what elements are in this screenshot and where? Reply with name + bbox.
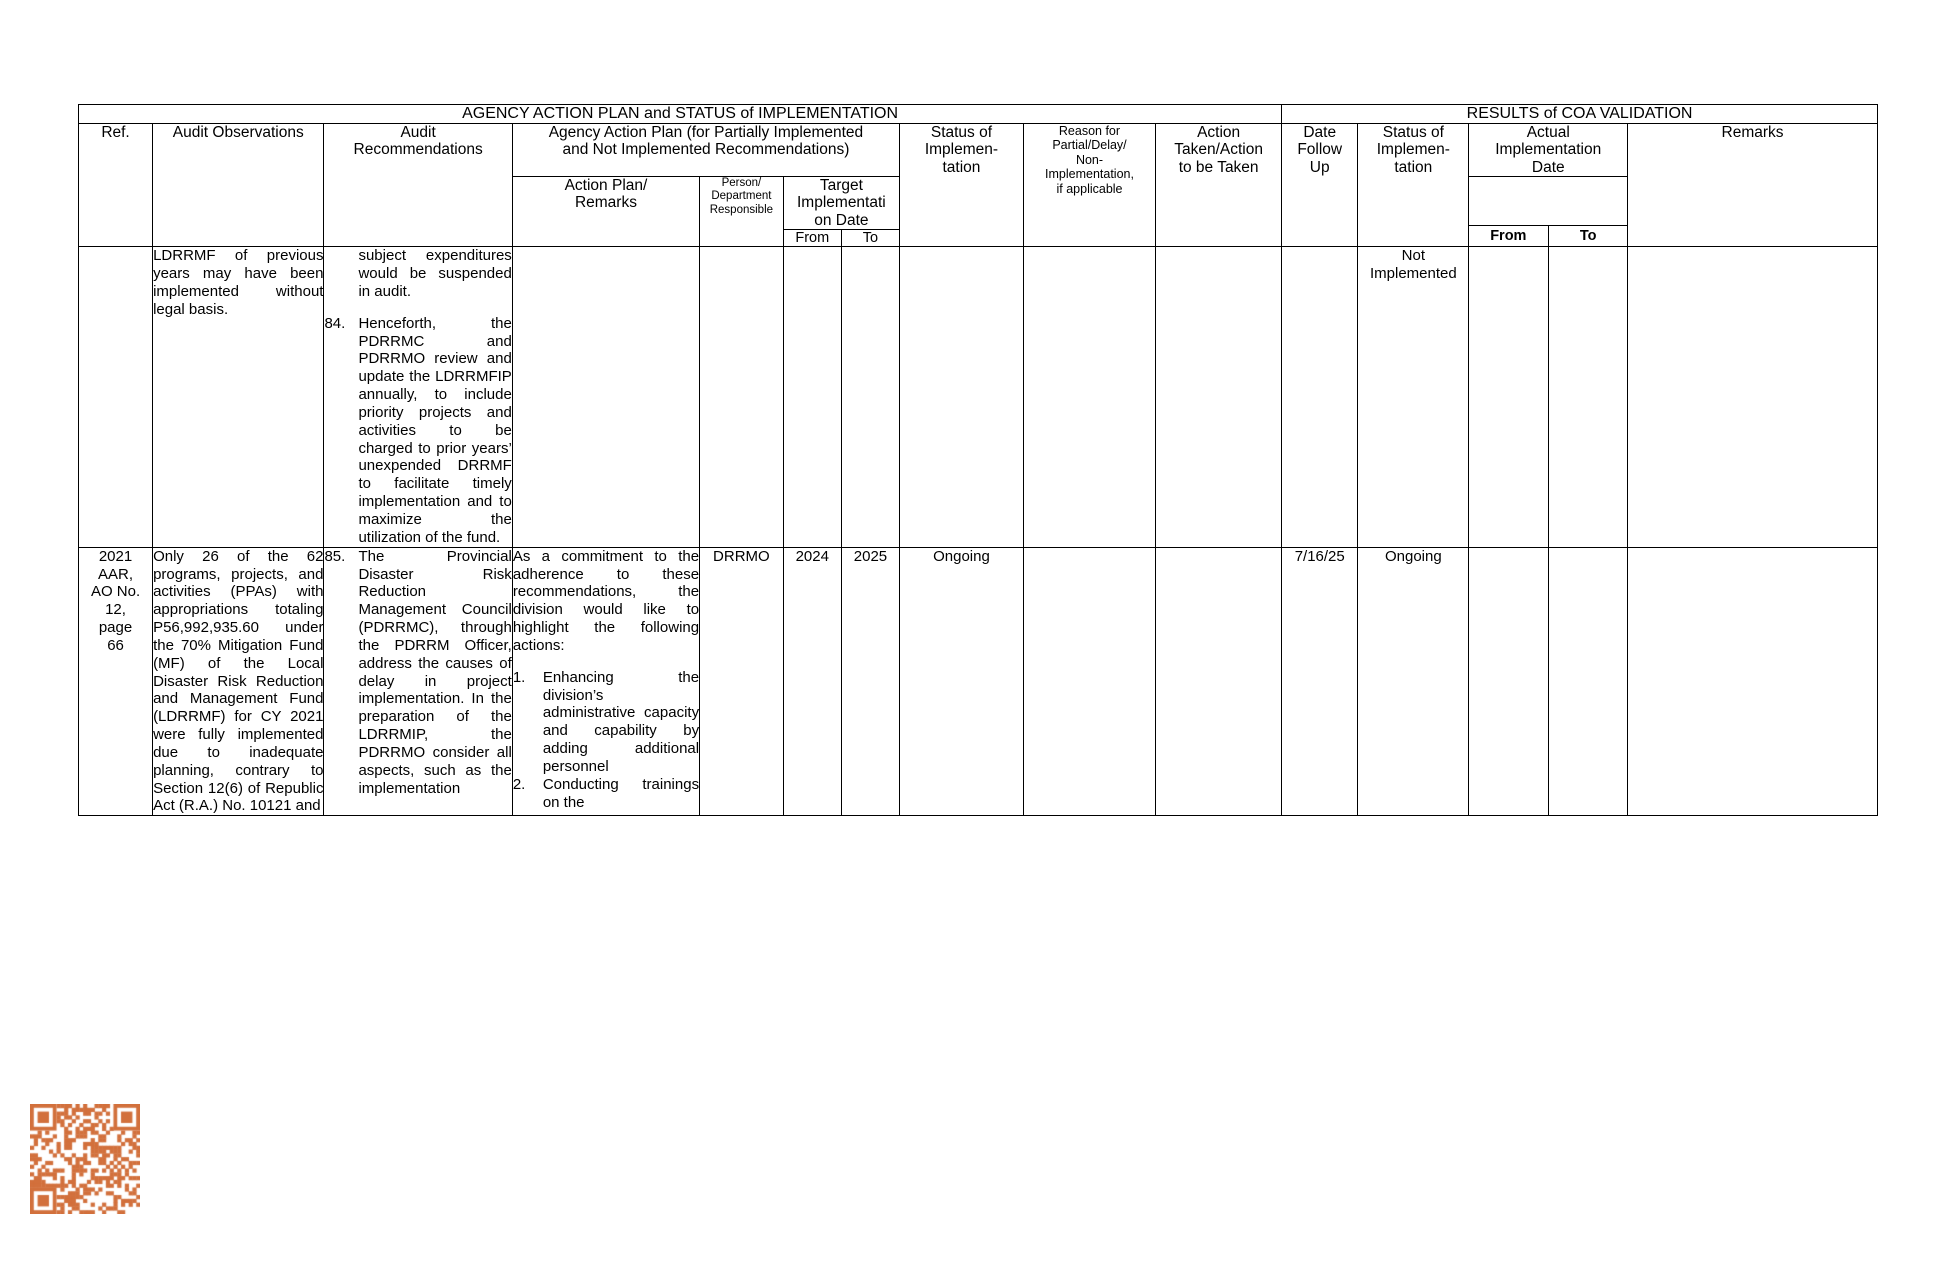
action-plan-item: 2. Conducting trainings on the (513, 776, 699, 812)
col-header-agency-action-plan-group: Agency Action Plan (for Partially Implem… (511, 122, 901, 178)
cell-action-plan-remarks: As a commitment to the adherence to thes… (511, 546, 701, 817)
recommendation-number: 84. (324, 314, 346, 332)
cell-date-follow-up: 7/16/25 (1281, 546, 1359, 817)
cell-audit-observations: Only 26 of the 62 programs, projects, an… (152, 546, 325, 817)
col-header-status-of-implementation: Status of Implemen-tation (899, 122, 1024, 248)
audit-action-plan-table: AGENCY ACTION PLAN and STATUS of IMPLEME… (77, 104, 1878, 817)
cell-remarks (1627, 246, 1878, 548)
band-coa-validation: RESULTS of COA VALIDATION (1281, 104, 1878, 124)
col-header-coa-status-of-implementation: Status of Implemen-tation (1357, 122, 1470, 248)
cell-action-taken (1155, 546, 1283, 817)
cell-actual-from (1468, 546, 1549, 817)
cell-target-to (840, 246, 901, 548)
cell-actual-to (1547, 246, 1629, 548)
action-plan-item: 1. Enhancing the division’s administrati… (513, 669, 699, 776)
cell-audit-recommendations: subject expenditures would be suspended … (323, 246, 513, 548)
qr-code-stamp (30, 1104, 140, 1214)
cell-audit-observations: LDRRMF of previous years may have been i… (152, 246, 325, 548)
cell-actual-to (1547, 546, 1629, 817)
cell-person-department-responsible: DRRMO (699, 546, 784, 817)
cell-reason-for-delay (1022, 546, 1157, 817)
cell-actual-from (1468, 246, 1549, 548)
recommendation-item: 85. The Provincial Disaster Risk Reducti… (324, 548, 511, 798)
cell-ref (77, 246, 154, 548)
cell-target-from (782, 246, 842, 548)
col-header-date-follow-up: Date Follow Up (1281, 122, 1359, 248)
cell-status-of-implementation (899, 246, 1024, 548)
cell-ref: 2021 AAR, AO No. 12, page 66 (77, 546, 154, 817)
action-plan-text: Conducting trainings on the (542, 775, 700, 811)
col-header-target-to: To (840, 229, 901, 248)
cell-audit-recommendations: 85. The Provincial Disaster Risk Reducti… (323, 546, 513, 817)
action-plan-number: 1. (512, 668, 526, 686)
header-band-row: AGENCY ACTION PLAN and STATUS of IMPLEME… (77, 104, 1878, 124)
col-header-audit-recommendations: Audit Recommendations (323, 122, 513, 248)
col-header-actual-from: From (1468, 224, 1548, 247)
recommendation-continuation: subject expenditures would be suspended … (324, 247, 511, 301)
col-header-target-implementation-date: Target Implementati on Date (782, 176, 901, 231)
action-plan-number: 2. (512, 775, 526, 793)
cell-target-from: 2024 (782, 546, 842, 817)
recommendation-item: 84. Henceforth, the PDRRMC and PDRRMO re… (324, 315, 511, 547)
cell-reason-for-delay (1022, 246, 1157, 548)
col-header-ref: Ref. (77, 122, 154, 248)
header-row-main: Ref. Audit Observations Audit Recommendat… (77, 122, 1878, 248)
col-header-person-department-responsible: Person/Department Responsible (699, 176, 784, 248)
table-row: 2021 AAR, AO No. 12, page 66 Only 26 of the 6… (77, 546, 1878, 817)
col-header-actual-implementation-date: Actual Implementation Date (1468, 122, 1629, 178)
recommendation-number: 85. (324, 547, 346, 565)
cell-target-to: 2025 (840, 546, 901, 817)
col-header-action-taken: Action Taken/Action to be Taken (1155, 122, 1283, 248)
col-header-remarks: Remarks (1627, 122, 1878, 248)
action-plan-text: Enhancing the division’s administrative … (542, 668, 700, 775)
header-row-fromto: From To (79, 229, 1878, 248)
col-header-target-from: From (782, 229, 842, 248)
cell-status-of-implementation: Ongoing (899, 546, 1024, 817)
col-header-audit-observations: Audit Observations (152, 122, 325, 248)
cell-coa-status-of-implementation: Ongoing (1357, 546, 1470, 817)
table-row: LDRRMF of previous years may have been i… (77, 246, 1878, 548)
cell-person-department-responsible (699, 246, 784, 548)
cell-remarks (1627, 546, 1878, 817)
col-header-reason-for-delay: Reason for Partial/Delay/Non- Implementati… (1022, 122, 1157, 248)
cell-action-taken (1155, 246, 1283, 548)
band-agency-action-plan: AGENCY ACTION PLAN and STATUS of IMPLEME… (77, 104, 1283, 124)
col-header-action-plan-remarks: Action Plan/Remarks (511, 176, 701, 248)
recommendation-text: The Provincial Disaster Risk Reduction M… (358, 547, 512, 797)
cell-action-plan-remarks (511, 246, 701, 548)
recommendation-text: subject expenditures would be suspended … (358, 247, 512, 300)
action-plan-intro: As a commitment to the adherence to thes… (512, 547, 700, 654)
col-header-actual-to: To (1547, 224, 1628, 247)
cell-coa-status-of-implementation: Not Implemented (1357, 246, 1470, 548)
cell-date-follow-up (1281, 246, 1359, 548)
recommendation-text: Henceforth, the PDRRMC and PDRRMO review… (358, 314, 512, 546)
